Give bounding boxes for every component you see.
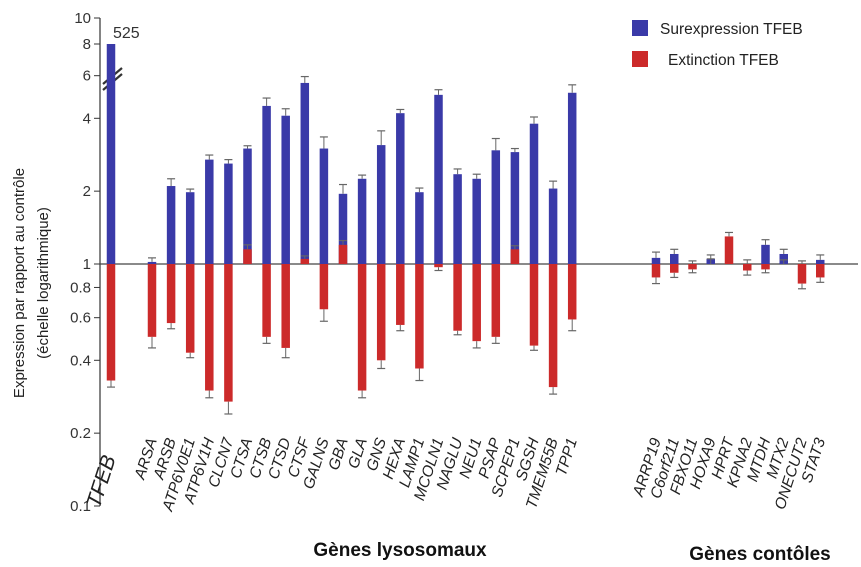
bar-overexpression: [415, 192, 424, 264]
bar-knockdown: [761, 264, 770, 270]
y-tick-label: 0.4: [70, 352, 91, 369]
y-tick-label: 0.8: [70, 279, 91, 296]
x-tick-labels: TFEB ARSAARSBATP6V0E1ATP6V1HCLCN7CTSACTSB…: [82, 435, 829, 515]
bar-overexpression: [510, 152, 520, 264]
bar-overexpression: [185, 192, 195, 264]
y-tick-label: 6: [83, 68, 91, 85]
bar-overexpression: [434, 94, 443, 264]
legend-swatch-knockdown: [632, 51, 648, 67]
bar-knockdown: [724, 236, 734, 264]
bar-overexpression: [472, 178, 481, 264]
bar-knockdown: [281, 264, 290, 348]
y-tick-label: 0.1: [70, 498, 91, 515]
bar-overexpression: [376, 145, 386, 264]
bar-knockdown: [797, 264, 807, 284]
bar-knockdown: [106, 264, 116, 381]
bar-overexpression: [205, 159, 214, 264]
bar-knockdown: [510, 249, 520, 264]
bar-overexpression: [300, 82, 310, 264]
bar-overexpression: [357, 178, 367, 264]
legend-swatch-overexpression: [632, 20, 648, 36]
bar-knockdown: [338, 244, 348, 264]
bar-knockdown: [300, 258, 310, 264]
legend-label-overexpression: Surexpression TFEB: [660, 21, 803, 38]
bar-overexpression: [670, 253, 679, 264]
bar-knockdown: [243, 249, 252, 264]
y-tick-label: 1: [83, 256, 91, 273]
bar-knockdown: [491, 264, 501, 337]
bar-knockdown: [396, 264, 405, 325]
bar-overexpression: [106, 44, 116, 264]
bar-overexpression: [453, 174, 462, 264]
bar-knockdown: [670, 264, 679, 273]
bar-knockdown: [743, 264, 752, 271]
group-title-control: Gènes contôles: [689, 544, 831, 565]
y-tick-label: 10: [74, 10, 91, 27]
bar-overexpression: [779, 253, 788, 264]
bar-overexpression: [243, 148, 252, 264]
bar-knockdown: [567, 264, 577, 320]
bar-overexpression: [529, 123, 539, 264]
bar-overexpression: [761, 244, 770, 264]
bar-knockdown: [166, 264, 176, 324]
group-title-lysosomal: Gènes lysosomaux: [313, 540, 487, 561]
x-tick-label: TFEB: [82, 452, 120, 510]
bar-overexpression: [396, 113, 405, 264]
bar-overexpression: [281, 115, 290, 265]
bar-overexpression: [548, 188, 558, 264]
bar-knockdown: [205, 264, 214, 391]
y-axis-label-line2: (échelle logarithmique): [35, 207, 52, 359]
bar-overexpression: [567, 92, 577, 264]
bar-knockdown: [816, 264, 825, 278]
bar-overexpression: [166, 186, 176, 264]
bar-overexpression: [651, 257, 661, 264]
bar-overexpression: [262, 105, 271, 264]
bar-knockdown: [376, 264, 386, 361]
bar-overexpression: [816, 259, 825, 264]
bar-knockdown: [224, 264, 233, 402]
bar-knockdown: [434, 264, 443, 268]
bar-knockdown: [688, 264, 697, 270]
bar-knockdown: [357, 264, 367, 391]
bar-knockdown: [262, 264, 271, 337]
bar-overexpression: [147, 261, 157, 264]
y-tick-label: 0.6: [70, 310, 91, 327]
bars-layer: [106, 44, 825, 415]
bar-knockdown: [147, 264, 157, 337]
legend: Surexpression TFEB Extinction TFEB: [632, 20, 803, 69]
y-tick-label: 0.2: [70, 425, 91, 442]
y-tick-label: 4: [83, 110, 91, 127]
legend-label-knockdown: Extinction TFEB: [668, 52, 779, 69]
annotation-tfeb-value: 525: [113, 25, 140, 42]
bar-overexpression: [224, 163, 233, 264]
bar-knockdown: [472, 264, 481, 342]
bar-knockdown: [319, 264, 329, 310]
bar-knockdown: [651, 264, 661, 278]
y-axis-label-line1: Expression par rapport au contrôle: [11, 168, 28, 398]
bar-knockdown: [185, 264, 195, 353]
y-tick-label: 2: [83, 183, 91, 200]
bar-overexpression: [319, 148, 329, 264]
bar-overexpression: [491, 150, 501, 264]
y-tick-label: 8: [83, 36, 91, 53]
bar-overexpression: [338, 193, 348, 264]
bar-knockdown: [548, 264, 558, 388]
bar-knockdown: [529, 264, 539, 346]
bar-knockdown: [415, 264, 424, 369]
bar-knockdown: [453, 264, 462, 331]
